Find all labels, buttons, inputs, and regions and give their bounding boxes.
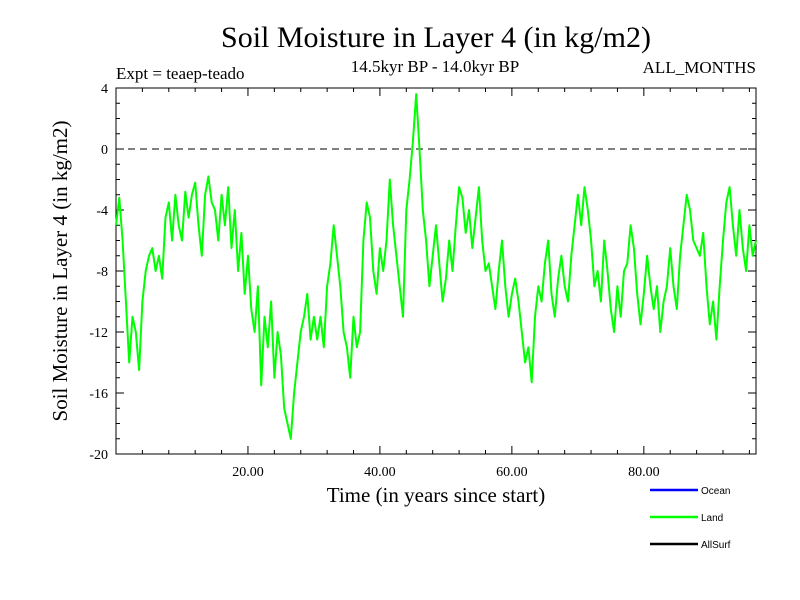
series-layer: [115, 93, 757, 440]
legend: Ocean Land AllSurf: [650, 486, 731, 551]
chart-title: Soil Moisture in Layer 4 (in kg/m2): [221, 21, 651, 54]
legend-label-ocean: Ocean: [701, 486, 730, 497]
axis-ticks: 4 0 -4 -8 -12 -16 -20 20.00 40.00 60.00 80.00: [89, 82, 756, 480]
x-tick-label: 80.00: [628, 465, 660, 480]
x-axis-label: Time (in years since start): [327, 483, 546, 507]
x-tick-label: 40.00: [364, 465, 396, 480]
y-tick-label: -8: [96, 265, 108, 280]
y-tick-label: -4: [96, 204, 108, 219]
y-tick-label: 0: [101, 143, 108, 158]
experiment-label: Expt = teaep-teado: [116, 64, 245, 83]
period-label: ALL_MONTHS: [643, 58, 756, 77]
y-tick-label: -16: [89, 387, 108, 402]
x-tick-label: 20.00: [232, 465, 264, 480]
y-axis-label: Soil Moisture in Layer 4 (in kg/m2): [48, 121, 72, 422]
plot-frame: [115, 87, 757, 455]
x-tick-label: 60.00: [496, 465, 528, 480]
series-line-land: [115, 93, 757, 440]
legend-label-land: Land: [701, 513, 723, 524]
y-tick-label: 4: [101, 82, 108, 97]
legend-label-allsurf: AllSurf: [701, 540, 731, 551]
plot-area: [115, 87, 757, 455]
y-tick-label: -20: [89, 448, 108, 463]
chart-subtitle: 14.5kyr BP - 14.0kyr BP: [351, 57, 519, 76]
y-tick-label: -12: [89, 326, 108, 341]
